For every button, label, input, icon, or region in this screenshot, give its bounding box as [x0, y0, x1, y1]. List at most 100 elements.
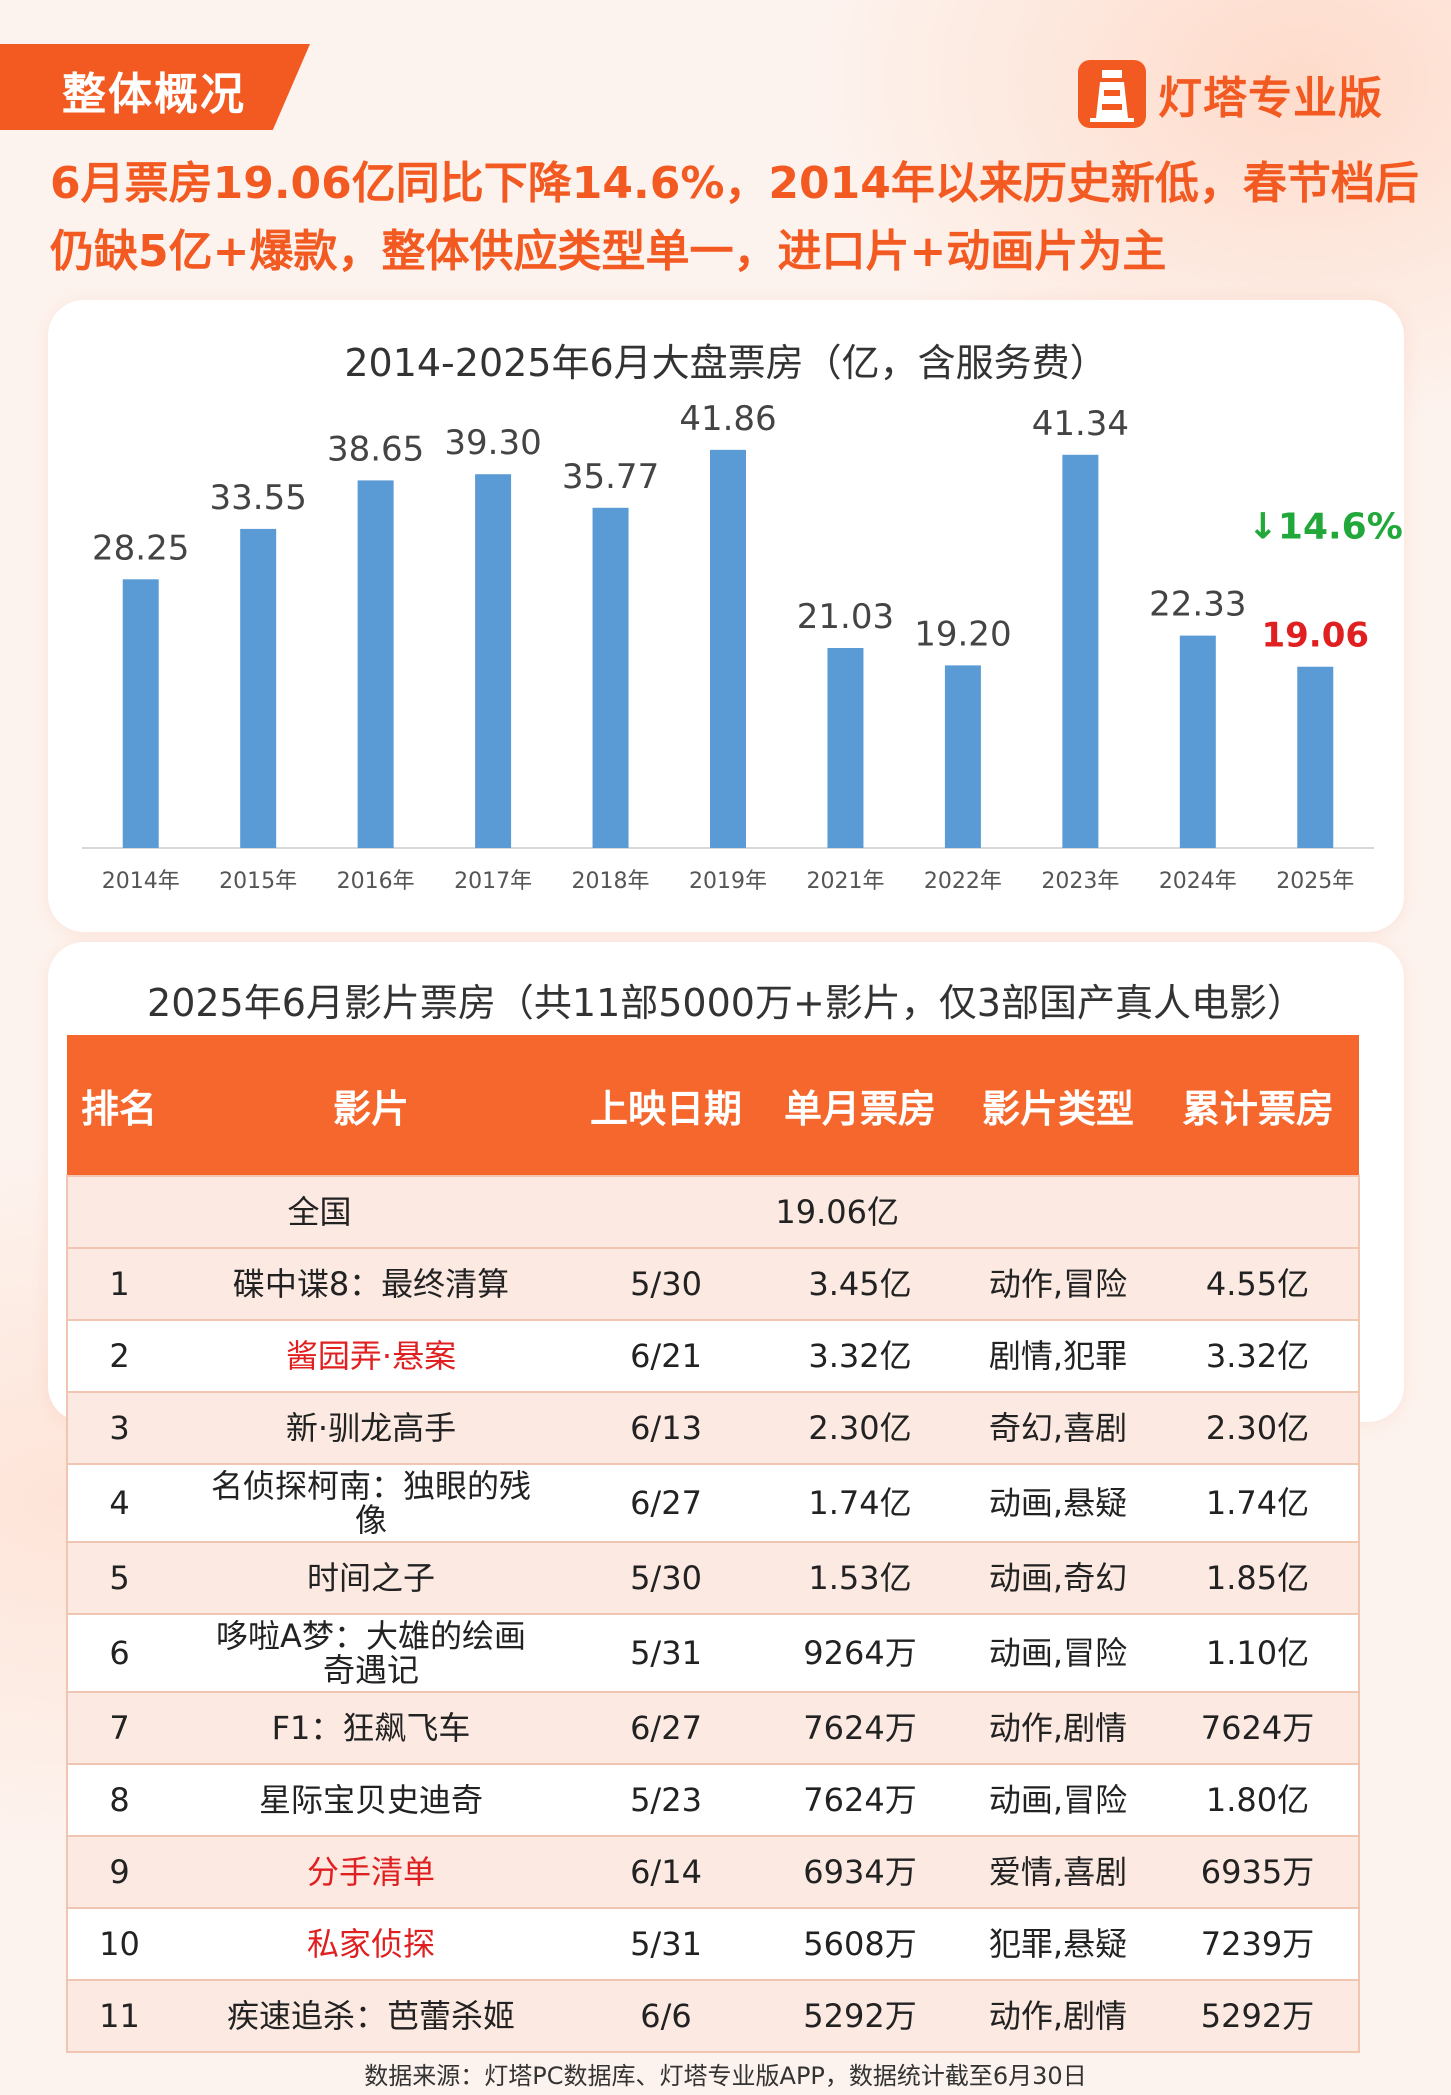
x-tick-label: 2025年 [1276, 869, 1354, 894]
cell-genre: 奇幻,喜剧 [959, 1391, 1157, 1464]
table-row: 7 F1：狂飙飞车 6/27 7624万 动作,剧情 7624万 [67, 1691, 1359, 1764]
cell-genre: 动画,冒险 [959, 1613, 1157, 1692]
cell-cumulative: 1.85亿 [1157, 1541, 1359, 1614]
cell-date: 6/14 [571, 1835, 761, 1908]
cell-monthly: 3.32亿 [761, 1319, 959, 1392]
cell-genre: 动作,冒险 [959, 1247, 1157, 1320]
cell-genre: 剧情,犯罪 [959, 1319, 1157, 1392]
bar-chart: 28.25 2014年 33.55 2015年 38.65 2016年 39.30 2017年… [82, 399, 1403, 894]
cell-date: 5/23 [571, 1763, 761, 1836]
cell-film: 名侦探柯南：独眼的残像 [171, 1463, 571, 1542]
data-label: 19.06 [1261, 616, 1369, 656]
cell-film: 星际宝贝史迪奇 [171, 1763, 571, 1836]
cell-rank: 6 [67, 1613, 171, 1692]
cell-date: 6/27 [571, 1691, 761, 1764]
cell-date: 6/13 [571, 1391, 761, 1464]
bar [1297, 666, 1334, 848]
data-label: 41.34 [1032, 404, 1129, 444]
table-row: 5 时间之子 5/30 1.53亿 动画,奇幻 1.85亿 [67, 1541, 1359, 1614]
data-label: 39.30 [444, 423, 541, 463]
brand-name: 灯塔专业版 [1158, 73, 1383, 124]
cell-rank: 11 [67, 1979, 171, 2052]
cell-film: 碟中谍8：最终清算 [171, 1247, 571, 1320]
x-tick-label: 2016年 [337, 869, 415, 894]
cell-date: 6/21 [571, 1319, 761, 1392]
cell-monthly: 1.53亿 [761, 1541, 959, 1614]
x-tick-label: 2022年 [924, 869, 1002, 894]
cell-genre: 动画,冒险 [959, 1763, 1157, 1836]
cell-cumulative: 6935万 [1157, 1835, 1359, 1908]
bar [827, 647, 864, 848]
data-label: 21.03 [797, 597, 894, 637]
bar [592, 507, 629, 848]
table-row: 4 名侦探柯南：独眼的残像 6/27 1.74亿 动画,悬疑 1.74亿 [67, 1463, 1359, 1542]
section-tab-label: 整体概况 [62, 69, 246, 120]
header-monthly: 单月票房 [761, 1035, 959, 1176]
table-row: 3 新·驯龙高手 6/13 2.30亿 奇幻,喜剧 2.30亿 [67, 1391, 1359, 1464]
cell-genre: 动画,悬疑 [959, 1463, 1157, 1542]
box-office-table-wrap: 排名 影片 上映日期 单月票房 影片类型 累计票房 全国 19.06亿 1 碟中谍… [66, 1035, 1359, 2053]
cell-date: 6/6 [571, 1979, 761, 2052]
bar [357, 480, 394, 848]
bar [475, 474, 512, 848]
table-row: 6 哆啦A梦：大雄的绘画奇遇记 5/31 9264万 动画,冒险 1.10亿 [67, 1613, 1359, 1692]
data-label: 33.55 [210, 478, 307, 518]
cell-date: 5/30 [571, 1247, 761, 1320]
cell-cumulative: 1.10亿 [1157, 1613, 1359, 1692]
x-tick-label: 2014年 [102, 869, 180, 894]
table-header-row: 排名 影片 上映日期 单月票房 影片类型 累计票房 [67, 1035, 1359, 1176]
cell-film: F1：狂飙飞车 [171, 1691, 571, 1764]
cell-monthly: 6934万 [761, 1835, 959, 1908]
header-cumulative: 累计票房 [1157, 1035, 1359, 1176]
x-tick-label: 2019年 [689, 869, 767, 894]
cell-rank: 5 [67, 1541, 171, 1614]
cell-genre: 犯罪,悬疑 [959, 1907, 1157, 1980]
cell-monthly: 5608万 [761, 1907, 959, 1980]
header-film: 影片 [171, 1035, 571, 1176]
table-row: 10 私家侦探 5/31 5608万 犯罪,悬疑 7239万 [67, 1907, 1359, 1980]
cell-date: 5/30 [571, 1541, 761, 1614]
cell-film: 哆啦A梦：大雄的绘画奇遇记 [171, 1613, 571, 1692]
cell-date: 5/31 [571, 1907, 761, 1980]
change-annotation: ↓14.6% [1248, 507, 1403, 548]
table-row: 9 分手清单 6/14 6934万 爱情,喜剧 6935万 [67, 1835, 1359, 1908]
cell-film: 私家侦探 [171, 1907, 571, 1980]
cell-rank: 1 [67, 1247, 171, 1320]
table-row: 11 疾速追杀：芭蕾杀姬 6/6 5292万 动作,剧情 5292万 [67, 1979, 1359, 2052]
cell-film: 疾速追杀：芭蕾杀姬 [171, 1979, 571, 2052]
cell-rank: 2 [67, 1319, 171, 1392]
cell-cumulative: 1.80亿 [1157, 1763, 1359, 1836]
data-label: 41.86 [679, 399, 776, 439]
cell-monthly: 3.45亿 [761, 1247, 959, 1320]
cell-rank: 8 [67, 1763, 171, 1836]
x-tick-label: 2024年 [1159, 869, 1237, 894]
x-tick-label: 2017年 [454, 869, 532, 894]
cell-monthly: 2.30亿 [761, 1391, 959, 1464]
chart-title: 2014-2025年6月大盘票房（亿，含服务费） [344, 341, 1108, 385]
data-label: 19.20 [914, 614, 1011, 654]
bar [944, 665, 981, 848]
cell-rank: 4 [67, 1463, 171, 1542]
cell-monthly: 1.74亿 [761, 1463, 959, 1542]
cell-monthly: 9264万 [761, 1613, 959, 1692]
bar [122, 579, 159, 848]
table-row: 2 酱园弄·悬案 6/21 3.32亿 剧情,犯罪 3.32亿 [67, 1319, 1359, 1392]
cell-film: 时间之子 [171, 1541, 571, 1614]
cell-cumulative: 3.32亿 [1157, 1319, 1359, 1392]
cell-date: 5/31 [571, 1613, 761, 1692]
lighthouse-icon [1078, 60, 1146, 128]
cell-rank: 7 [67, 1691, 171, 1764]
data-label: 38.65 [327, 429, 424, 469]
section-tab: 整体概况 [0, 44, 310, 130]
header-rank: 排名 [67, 1035, 171, 1176]
total-value: 19.06亿 [571, 1175, 959, 1248]
cell-monthly: 7624万 [761, 1763, 959, 1836]
table-row: 1 碟中谍8：最终清算 5/30 3.45亿 动作,冒险 4.55亿 [67, 1247, 1359, 1320]
data-label: 35.77 [562, 457, 659, 497]
cell-genre: 动作,剧情 [959, 1979, 1157, 2052]
cell-cumulative: 4.55亿 [1157, 1247, 1359, 1320]
x-tick-label: 2015年 [219, 869, 297, 894]
header-date: 上映日期 [571, 1035, 761, 1176]
cell-film: 酱园弄·悬案 [171, 1319, 571, 1392]
cell-cumulative: 7239万 [1157, 1907, 1359, 1980]
